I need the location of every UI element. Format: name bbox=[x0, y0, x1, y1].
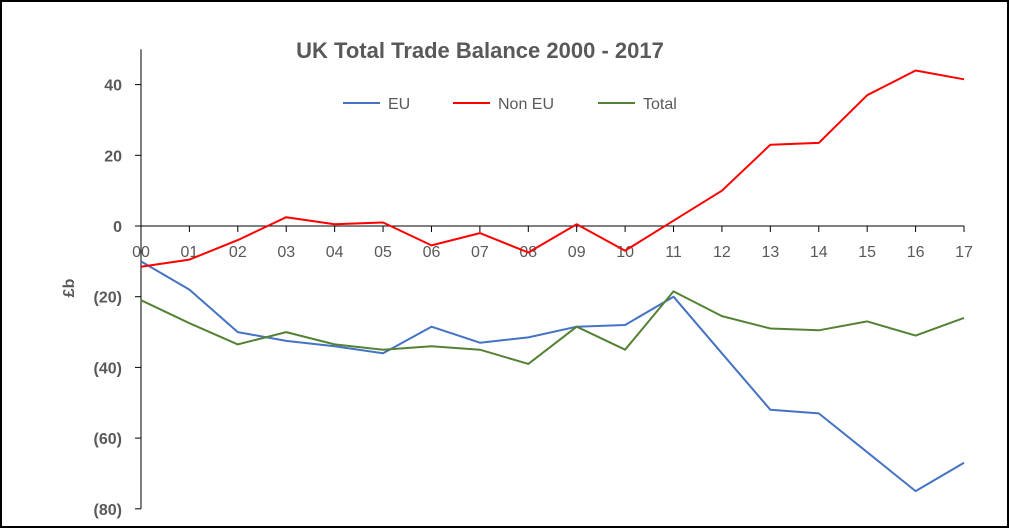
y-tick-label: 20 bbox=[104, 148, 122, 165]
legend-label-total: Total bbox=[643, 96, 677, 113]
x-tick-label: 14 bbox=[810, 244, 828, 261]
y-tick-label: (80) bbox=[94, 502, 122, 519]
y-tick-label: 40 bbox=[104, 78, 122, 95]
y-axis-label: £b bbox=[61, 278, 78, 297]
x-tick-label: 01 bbox=[181, 244, 199, 261]
chart-title: UK Total Trade Balance 2000 - 2017 bbox=[296, 38, 664, 63]
x-tick-label: 05 bbox=[374, 244, 392, 261]
series-line-non-eu bbox=[140, 69, 965, 268]
series-line-eu bbox=[140, 260, 965, 493]
x-tick-label: 02 bbox=[229, 244, 247, 261]
legend: EU Non EU Total bbox=[343, 96, 677, 113]
y-tick-label: (60) bbox=[94, 431, 122, 448]
x-tick-label: 15 bbox=[858, 244, 876, 261]
y-tick-label: (20) bbox=[94, 290, 122, 307]
legend-label-eu: EU bbox=[388, 96, 410, 113]
x-tick-label: 07 bbox=[471, 244, 489, 261]
x-tick-label: 16 bbox=[907, 244, 925, 261]
y-tick-label: (40) bbox=[94, 360, 122, 377]
x-tick-label: 17 bbox=[955, 244, 973, 261]
legend-label-non-eu: Non EU bbox=[498, 96, 554, 113]
x-tick-label: 12 bbox=[713, 244, 731, 261]
x-tick-label: 06 bbox=[423, 244, 441, 261]
x-tick-label: 00 bbox=[132, 244, 150, 261]
y-axis: 40 20 0 (20) (40) (60) (80) bbox=[94, 49, 142, 519]
x-tick-label: 03 bbox=[277, 244, 295, 261]
x-tick-label: 09 bbox=[568, 244, 586, 261]
series-line-total bbox=[140, 290, 965, 365]
series-lines bbox=[140, 69, 965, 493]
y-tick-label: 0 bbox=[113, 219, 122, 236]
x-tick-label: 04 bbox=[326, 244, 344, 261]
x-axis: 00 01 02 03 04 05 06 07 08 09 10 11 12 13 14 15 16 17 bbox=[132, 225, 973, 261]
x-tick-label: 11 bbox=[665, 244, 682, 261]
x-tick-label: 13 bbox=[761, 244, 779, 261]
